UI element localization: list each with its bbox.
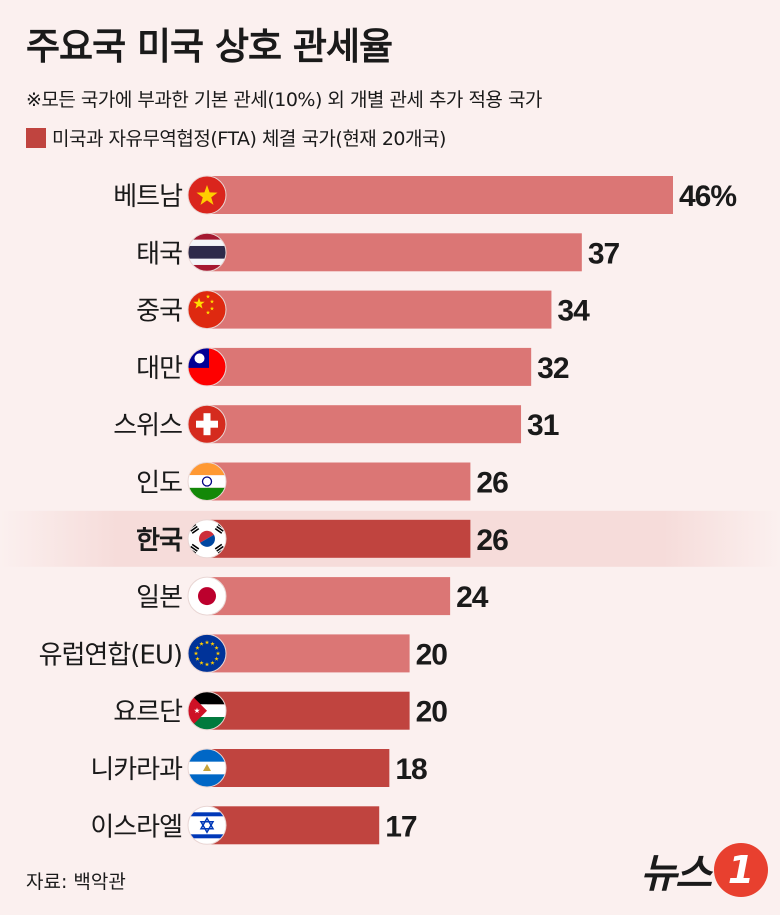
legend-swatch [26,127,46,148]
chart-title: 주요국 미국 상호 관세율 [26,25,393,68]
category-label: 중국 [136,297,182,327]
value-label: 31 [527,409,559,442]
korea-flag-icon [187,519,227,559]
taiwan-flag-icon [187,347,227,387]
bar [207,290,552,329]
news1-logo: 뉴스 1 [640,841,768,899]
value-label: 20 [416,696,448,729]
bar [207,176,673,214]
category-label: 일본 [136,583,182,613]
japan-flag-icon [187,576,227,616]
india-flag-icon [187,462,227,501]
value-label: 46% [679,180,736,213]
value-label: 26 [476,524,508,557]
value-label: 18 [395,753,427,786]
value-label: 26 [476,467,508,500]
value-label: 17 [385,810,417,843]
legend: 미국과 자유무역협정(FTA) 체결 국가(현재 20개국) [26,124,446,151]
bar [207,405,522,444]
value-label: 32 [537,352,569,385]
jordan-flag-icon [187,691,227,731]
bar [207,347,532,386]
value-label: 24 [456,581,489,614]
bar [207,806,380,845]
vietnam-flag-icon [187,175,227,215]
bar [207,634,410,673]
chart-note: ※모든 국가에 부과한 기본 관세(10%) 외 개별 관세 추가 적용 국가 [26,89,542,111]
value-label: 37 [588,237,620,270]
category-label: 베트남 [113,182,183,212]
logo-badge: 1 [714,843,768,897]
category-label: 대만 [136,354,182,384]
value-label: 34 [557,295,590,328]
switzerland-flag-icon [187,404,227,444]
bar [207,691,410,730]
category-label: 한국 [136,526,183,556]
category-label: 요르단 [113,698,183,728]
category-label: 유럽연합(EU) [39,640,182,670]
logo-text: 뉴스 [640,851,712,897]
israel-flag-icon [187,805,227,845]
value-label: 20 [416,638,448,671]
china-flag-icon [187,290,227,330]
bar [207,233,582,272]
legend-label: 미국과 자유무역협정(FTA) 체결 국가(현재 20개국) [52,128,446,150]
eu-flag-icon [187,633,227,673]
category-label: 이스라엘 [90,812,182,842]
category-label: 니카라과 [90,755,183,785]
bar [207,519,471,558]
bar [207,749,390,787]
nicaragua-flag-icon [187,748,227,788]
category-label: 스위스 [113,411,182,441]
category-label: 인도 [136,469,182,499]
bar [207,462,471,501]
thailand-flag-icon [187,232,227,272]
source-label: 자료: 백악관 [26,871,126,893]
bar [207,577,451,616]
category-label: 태국 [136,239,182,269]
